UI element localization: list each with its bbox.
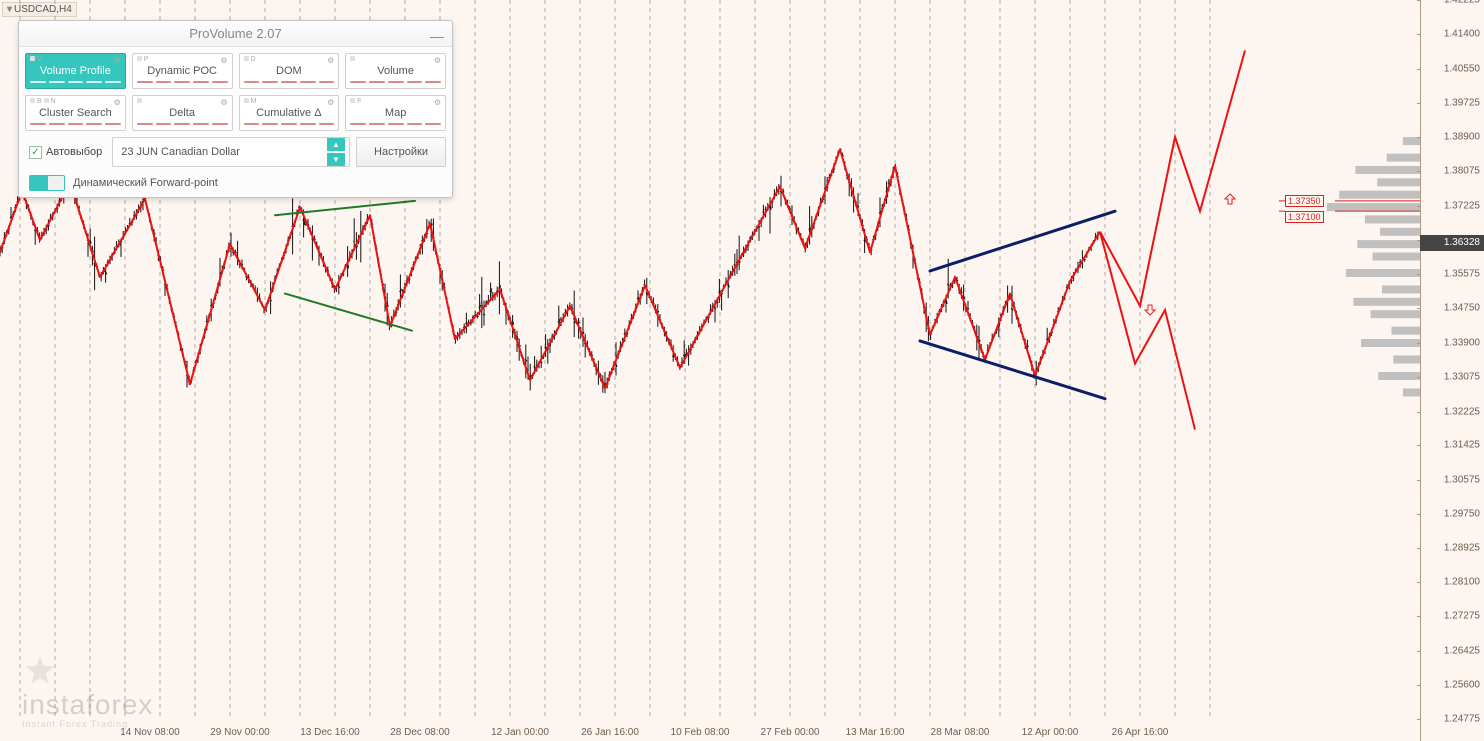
x-tick-label: 13 Mar 16:00	[846, 727, 905, 738]
y-tick-label: 1.33075	[1444, 372, 1480, 383]
y-tick-label: 1.41400	[1444, 28, 1480, 39]
y-tick-label: 1.28100	[1444, 576, 1480, 587]
toolbox-btn-label: Delta	[169, 107, 195, 119]
gear-icon[interactable]: ⚙	[327, 56, 334, 65]
x-tick-label: 14 Nov 08:00	[120, 727, 180, 738]
current-price-tag: 1.36328	[1420, 235, 1484, 251]
toolbox-btn-delta[interactable]: ⚙ Delta	[132, 95, 233, 131]
toolbox-btn-label: DOM	[276, 65, 302, 77]
y-tick-label: 1.30575	[1444, 475, 1480, 486]
contract-spinner[interactable]: ▲ ▼	[327, 138, 345, 166]
y-tick-label: 1.32225	[1444, 407, 1480, 418]
contract-select-label: 23 JUN Canadian Dollar	[121, 146, 240, 158]
forward-point-label: Динамический Forward-point	[73, 177, 218, 189]
toolbox-btn-label: Volume	[377, 65, 414, 77]
x-tick-label: 13 Dec 16:00	[300, 727, 360, 738]
y-tick-label: 1.38075	[1444, 165, 1480, 176]
x-tick-label: 28 Mar 08:00	[931, 727, 990, 738]
forecast-up-arrow	[1224, 193, 1236, 205]
y-tick-label: 1.35575	[1444, 269, 1480, 280]
y-axis: 1.42225 1.41400 1.40550 1.39725 1.38900 1.380…	[1420, 0, 1484, 741]
toolbox-btn-label: Cluster Search	[39, 107, 112, 119]
autoselect-checkbox[interactable]: ✓ Автовыбор	[25, 146, 106, 159]
toolbox-btn-label: Cumulative Δ	[256, 107, 321, 119]
y-tick-label: 1.40550	[1444, 64, 1480, 75]
x-tick-label: 12 Jan 00:00	[491, 727, 549, 738]
spin-down-button[interactable]: ▼	[327, 153, 345, 166]
y-tick-label: 1.33900	[1444, 338, 1480, 349]
x-tick-label: 12 Apr 00:00	[1022, 727, 1079, 738]
toolbox-btn-cumulative[interactable]: M⚙Cumulative Δ	[239, 95, 340, 131]
gear-icon[interactable]: ⚙	[220, 98, 227, 107]
y-tick-label: 1.34750	[1444, 302, 1480, 313]
y-tick-label: 1.37225	[1444, 201, 1480, 212]
y-tick-label: 1.39725	[1444, 98, 1480, 109]
x-tick-label: 29 Nov 00:00	[210, 727, 270, 738]
toolbox-row-1: V⚙Volume ProfileP⚙Dynamic POCD⚙DOM⚙Volum…	[25, 53, 446, 89]
gear-icon[interactable]: ⚙	[434, 56, 441, 65]
toolbox-title: ProVolume 2.07 —	[19, 21, 452, 47]
y-tick-label: 1.27275	[1444, 610, 1480, 621]
toolbox-title-text: ProVolume 2.07	[189, 26, 282, 41]
x-axis: 14 Nov 08:00 29 Nov 00:00 13 Dec 16:00 28 D…	[0, 719, 1420, 741]
forward-point-toggle[interactable]	[29, 175, 65, 191]
autoselect-label: Автовыбор	[46, 146, 102, 158]
chart-area[interactable]: ▾USDCAD,H4 14 Nov 08:0029 Nov 00:0013 De…	[0, 0, 1420, 741]
gear-icon[interactable]: ⚙	[114, 98, 121, 107]
toolbox-btn-label: Dynamic POC	[147, 65, 217, 77]
gear-icon[interactable]: ⚙	[114, 56, 121, 65]
spin-up-button[interactable]: ▲	[327, 138, 345, 151]
toolbox-btn-volume[interactable]: ⚙ Volume	[345, 53, 446, 89]
toolbox-btn-label: Map	[385, 107, 406, 119]
y-tick-label: 1.26425	[1444, 646, 1480, 657]
y-tick-label: 1.29750	[1444, 509, 1480, 520]
toolbox-btn-cluster-search[interactable]: BN⚙Cluster Search	[25, 95, 126, 131]
y-tick-label: 1.38900	[1444, 132, 1480, 143]
toolbox-btn-volume-profile[interactable]: V⚙Volume Profile	[25, 53, 126, 89]
x-tick-label: 28 Dec 08:00	[390, 727, 450, 738]
toolbox-btn-dynamic-poc[interactable]: P⚙Dynamic POC	[132, 53, 233, 89]
toolbox-row-2: BN⚙Cluster Search⚙DeltaM⚙Cumulative ΔF⚙M…	[25, 95, 446, 131]
x-tick-label: 26 Jan 16:00	[581, 727, 639, 738]
contract-select[interactable]: 23 JUN Canadian Dollar ▲ ▼	[112, 137, 350, 167]
y-tick-label: 1.42225	[1444, 0, 1480, 6]
toolbox-btn-label: Volume Profile	[40, 65, 111, 77]
toolbox-btn-dom[interactable]: D⚙DOM	[239, 53, 340, 89]
price-level-label: 1.37100	[1285, 211, 1324, 223]
toolbox-btn-map[interactable]: F⚙Map	[345, 95, 446, 131]
x-tick-label: 27 Feb 00:00	[761, 727, 820, 738]
minimize-button[interactable]: —	[430, 23, 444, 49]
checkmark-icon: ✓	[29, 146, 42, 159]
y-tick-label: 1.31425	[1444, 439, 1480, 450]
price-level-label: 1.37350	[1285, 195, 1324, 207]
forecast-down-arrow	[1144, 304, 1156, 316]
x-tick-label: 10 Feb 08:00	[671, 727, 730, 738]
y-tick-label: 1.28925	[1444, 543, 1480, 554]
gear-icon[interactable]: ⚙	[220, 56, 227, 65]
gear-icon[interactable]: ⚙	[434, 98, 441, 107]
gear-icon[interactable]: ⚙	[327, 98, 334, 107]
provolume-toolbox[interactable]: ProVolume 2.07 — V⚙Volume ProfileP⚙Dynam…	[18, 20, 453, 198]
settings-button[interactable]: Настройки	[356, 137, 446, 167]
x-tick-label: 26 Apr 16:00	[1112, 727, 1169, 738]
y-tick-label: 1.24775	[1444, 714, 1480, 725]
y-tick-label: 1.25600	[1444, 680, 1480, 691]
